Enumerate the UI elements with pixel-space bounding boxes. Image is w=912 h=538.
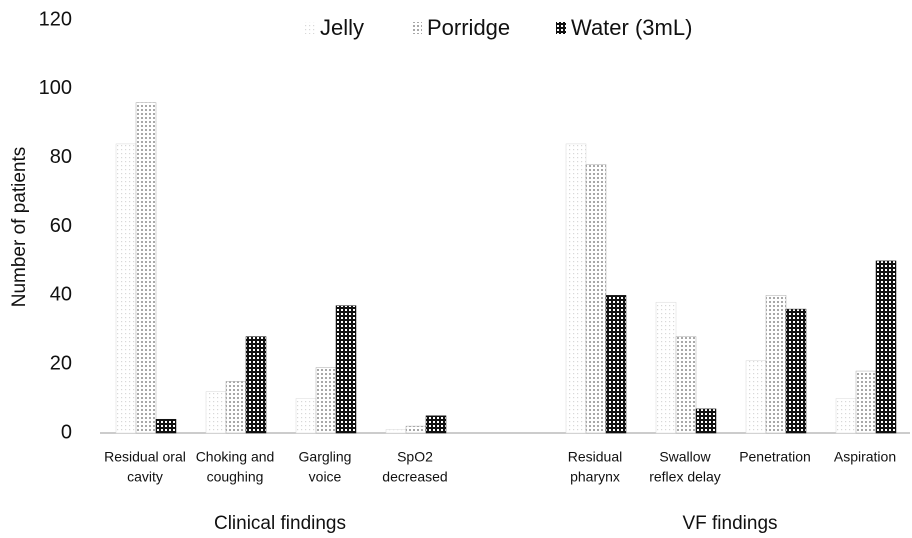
y-tick-label: 120 bbox=[39, 8, 72, 30]
bar bbox=[135, 102, 157, 434]
x-tick-label: voice bbox=[309, 469, 342, 485]
y-tick-label: 20 bbox=[50, 352, 72, 374]
bar bbox=[695, 408, 717, 434]
bar bbox=[785, 308, 807, 434]
bar bbox=[155, 418, 177, 434]
group-label: VF findings bbox=[682, 513, 777, 534]
x-tick-label: Penetration bbox=[739, 449, 811, 465]
bar bbox=[425, 415, 447, 434]
bar bbox=[765, 295, 787, 434]
x-tick-label: Aspiration bbox=[834, 449, 896, 465]
bar bbox=[245, 336, 267, 434]
legend-label: Water (3mL) bbox=[571, 15, 692, 40]
bar bbox=[835, 398, 857, 434]
y-tick-label: 100 bbox=[39, 77, 72, 99]
x-tick-label: Residual bbox=[568, 449, 622, 465]
x-tick-label: coughing bbox=[207, 469, 264, 485]
bar bbox=[875, 260, 897, 434]
bar bbox=[585, 164, 607, 434]
legend-swatch bbox=[412, 22, 422, 34]
y-tick-label: 0 bbox=[61, 421, 72, 443]
y-tick-label: 80 bbox=[50, 146, 72, 168]
x-tick-label: pharynx bbox=[570, 469, 620, 485]
x-tick-label: cavity bbox=[127, 469, 163, 485]
y-tick-label: 40 bbox=[50, 284, 72, 306]
legend-label: Porridge bbox=[427, 15, 510, 40]
bar bbox=[855, 370, 877, 434]
bar bbox=[565, 143, 587, 434]
x-tick-label: SpO2 bbox=[397, 449, 433, 465]
bar bbox=[745, 360, 767, 434]
x-tick-label: Choking and bbox=[196, 449, 275, 465]
bar bbox=[335, 305, 357, 434]
bar bbox=[115, 143, 137, 434]
x-tick-label: Swallow bbox=[659, 449, 711, 465]
legend-swatch bbox=[556, 22, 566, 34]
x-tick-label: decreased bbox=[382, 469, 447, 485]
bar bbox=[405, 425, 427, 434]
bar bbox=[205, 391, 227, 434]
x-tick-label: Gargling bbox=[299, 449, 352, 465]
bar bbox=[385, 429, 407, 434]
bar bbox=[295, 398, 317, 434]
bar bbox=[225, 381, 247, 434]
bar bbox=[315, 367, 337, 434]
legend-swatch bbox=[305, 22, 315, 34]
y-axis-title: Number of patients bbox=[9, 147, 30, 308]
bar bbox=[655, 301, 677, 434]
bar bbox=[675, 336, 697, 434]
y-tick-label: 60 bbox=[50, 215, 72, 237]
x-tick-label: Residual oral bbox=[104, 449, 186, 465]
legend-label: Jelly bbox=[320, 15, 364, 40]
group-label: Clinical findings bbox=[214, 513, 346, 534]
bar bbox=[605, 295, 627, 434]
x-tick-label: reflex delay bbox=[649, 469, 721, 485]
